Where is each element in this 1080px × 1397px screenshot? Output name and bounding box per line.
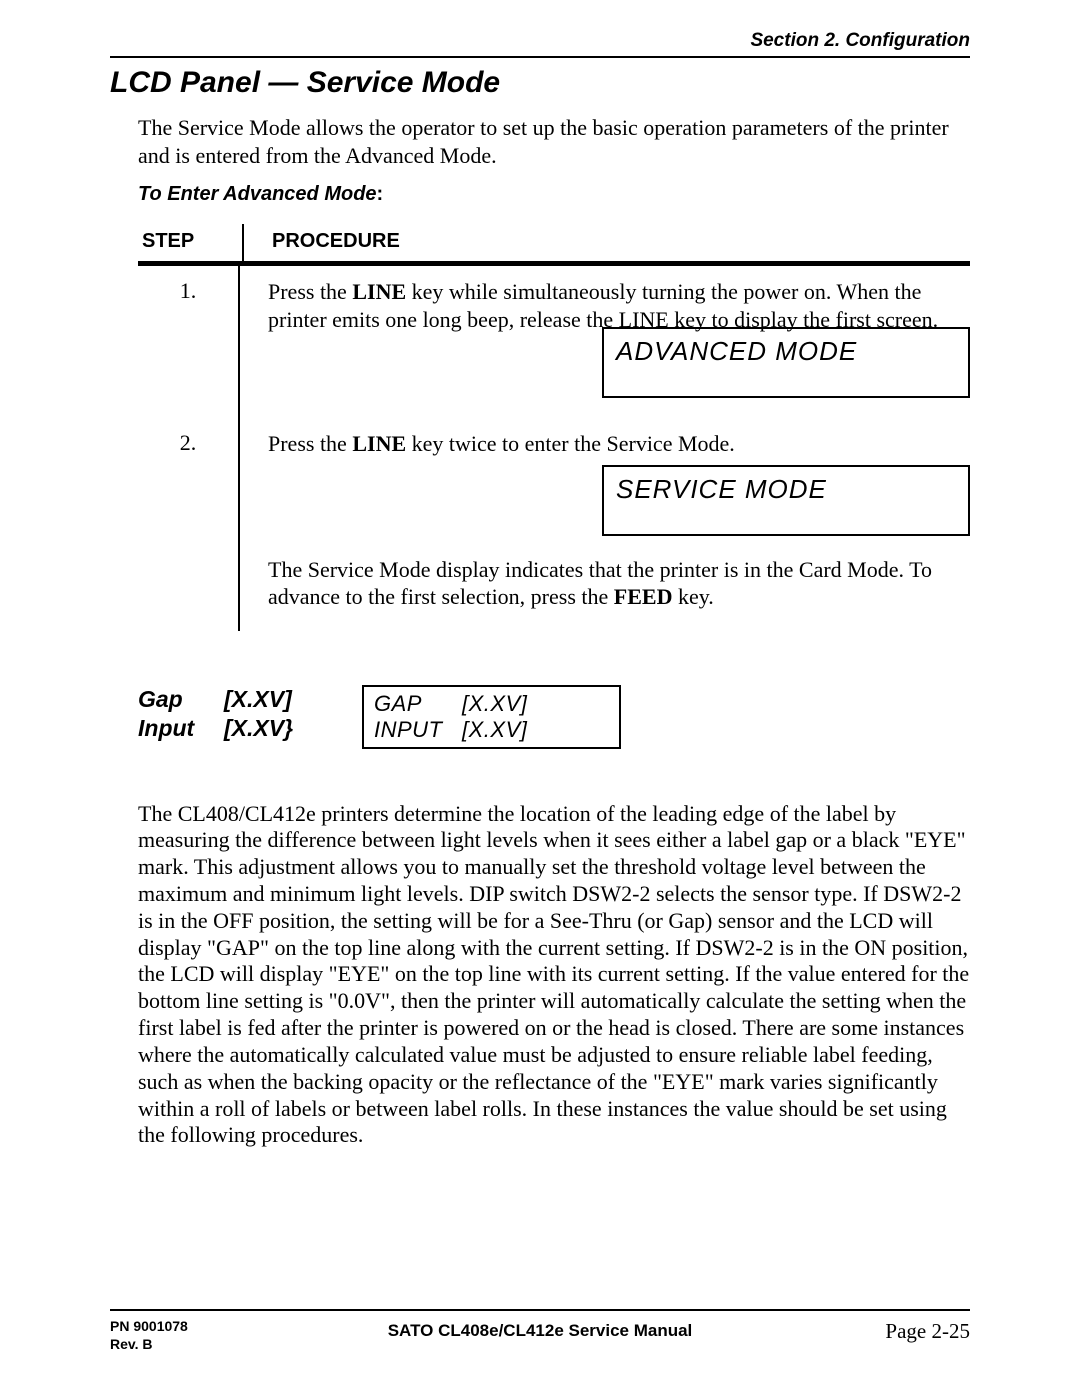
section-header: Section 2. Configuration xyxy=(110,30,970,58)
subheading: To Enter Advanced Mode: xyxy=(138,183,970,206)
body-paragraph: The CL408/CL412e printers determine the … xyxy=(138,801,970,1150)
gap-value: [X.XV] xyxy=(224,685,362,715)
table-row: 1. Press the LINE key while simultaneous… xyxy=(138,266,970,418)
procedure-cell: Press the LINE key twice to enter the Se… xyxy=(240,418,970,631)
footer-pn: PN 9001078 xyxy=(110,1317,188,1335)
lcd-gap-value: [X.XV] xyxy=(462,691,609,717)
gap-input-section: Gap [X.XV] Input [X.XV} GAP [X.XV] INPUT… xyxy=(138,685,970,749)
lcd-display-small: GAP [X.XV] INPUT [X.XV] xyxy=(362,685,621,749)
lcd-display: SERVICE MODE xyxy=(602,465,970,536)
proc-text: Press the xyxy=(268,431,352,456)
page-footer: PN 9001078 Rev. B SATO CL408e/CL412e Ser… xyxy=(110,1309,970,1353)
procedure-table: STEP PROCEDURE 1. Press the LINE key whi… xyxy=(138,224,970,631)
procedure-cell: Press the LINE key while simultaneously … xyxy=(240,266,970,418)
step-number: 2. xyxy=(138,418,240,631)
lcd-input-value: [X.XV] xyxy=(462,717,609,743)
note-text: The Service Mode display indicates that … xyxy=(268,557,932,610)
proc-key: LINE xyxy=(352,279,406,304)
proc-key: LINE xyxy=(352,431,406,456)
table-row: 2. Press the LINE key twice to enter the… xyxy=(138,418,970,631)
input-value: [X.XV} xyxy=(224,714,362,744)
table-header-row: STEP PROCEDURE xyxy=(138,224,970,266)
lcd-input-label: INPUT xyxy=(374,717,462,743)
proc-note: The Service Mode display indicates that … xyxy=(268,556,970,631)
proc-text: key twice to enter the Service Mode. xyxy=(406,431,735,456)
note-key: FEED xyxy=(614,584,673,609)
input-label: Input xyxy=(138,714,224,744)
col-header-step: STEP xyxy=(138,224,244,261)
footer-rev: Rev. B xyxy=(110,1335,188,1353)
lcd-display: ADVANCED MODE xyxy=(602,327,970,398)
step-number: 1. xyxy=(138,266,240,418)
note-text: key. xyxy=(672,584,713,609)
page: Section 2. Configuration LCD Panel — Ser… xyxy=(0,0,1080,1397)
subheading-text: To Enter Advanced Mode xyxy=(138,183,377,205)
footer-left: PN 9001078 Rev. B xyxy=(110,1317,188,1353)
page-title: LCD Panel — Service Mode xyxy=(110,66,970,100)
gap-label: Gap xyxy=(138,685,224,715)
gap-labels: Gap [X.XV] Input [X.XV} xyxy=(138,685,362,745)
col-header-procedure: PROCEDURE xyxy=(244,224,970,261)
footer-page: Page 2-25 xyxy=(885,1317,970,1344)
intro-paragraph: The Service Mode allows the operator to … xyxy=(138,114,970,169)
footer-center: SATO CL408e/CL412e Service Manual xyxy=(388,1321,693,1341)
proc-text: Press the xyxy=(268,279,352,304)
lcd-gap-label: GAP xyxy=(374,691,462,717)
